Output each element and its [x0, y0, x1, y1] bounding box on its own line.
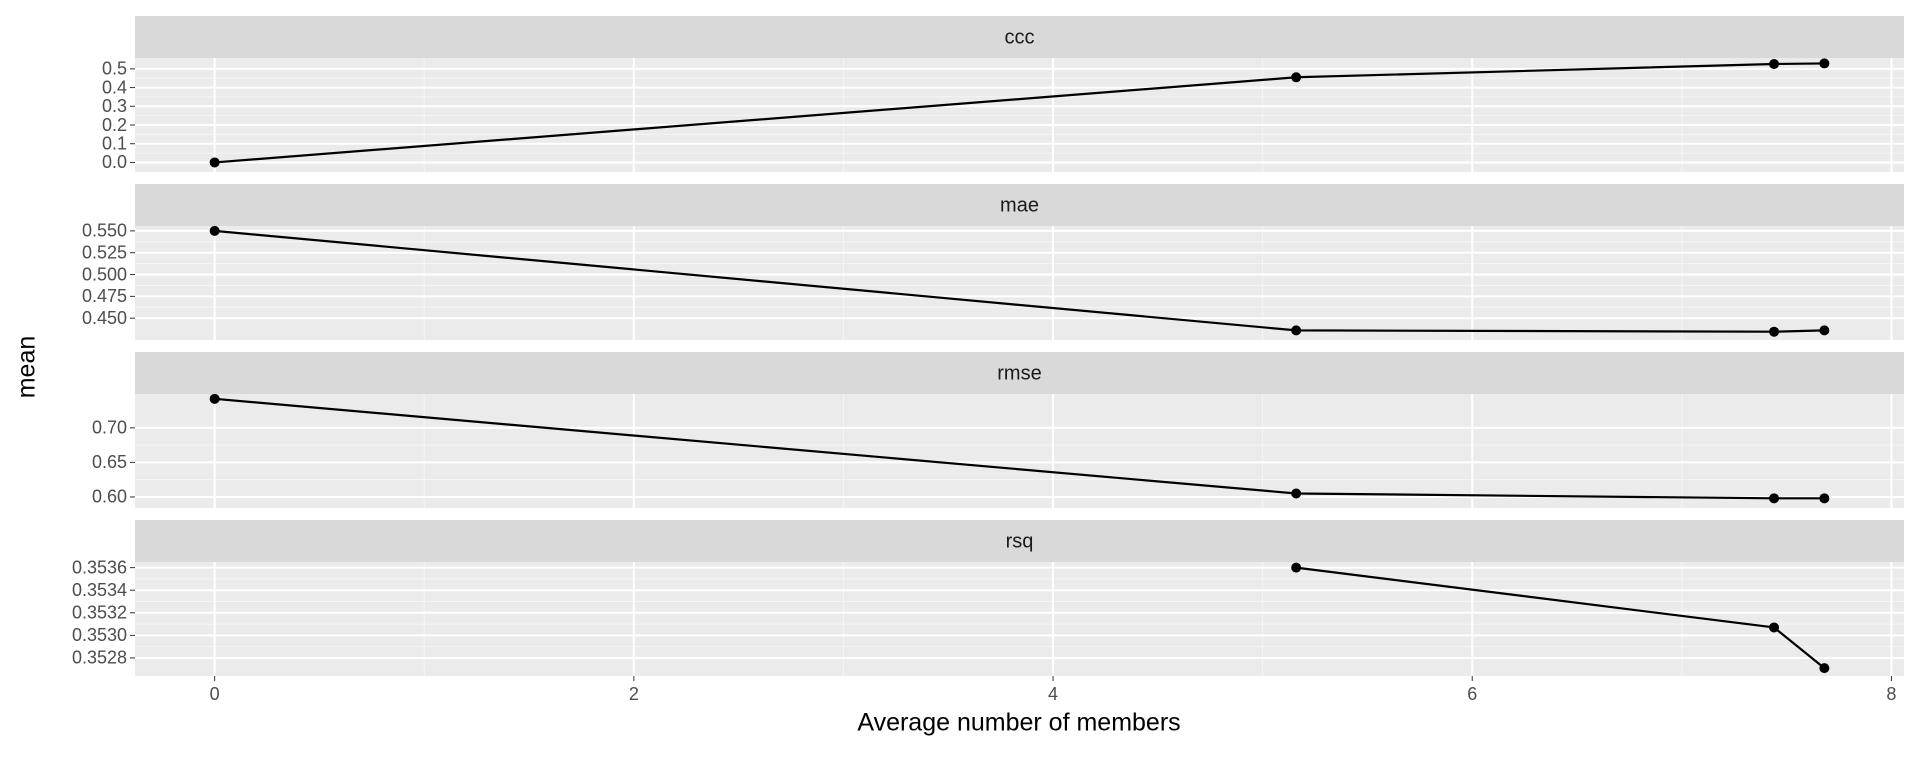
data-point	[209, 157, 220, 168]
series-line	[214, 62, 1825, 164]
panel-background	[135, 394, 1904, 508]
y-tick-label: 0.65	[92, 452, 127, 472]
strip	[135, 352, 1904, 394]
data-point	[1291, 72, 1302, 83]
series-line	[214, 397, 1825, 500]
strip	[135, 520, 1904, 562]
y-tick-label: 0.3536	[72, 557, 127, 577]
x-tick-label: 4	[1048, 684, 1058, 704]
y-tick-label: 0.3534	[72, 580, 127, 600]
panel-background	[135, 226, 1904, 340]
data-point	[1769, 493, 1780, 504]
y-tick-label: 0.475	[82, 286, 127, 306]
x-axis-label: Average number of members	[857, 709, 1180, 737]
data-point	[1819, 325, 1830, 336]
data-point	[209, 393, 220, 404]
y-tick-label: 0.3532	[72, 603, 127, 623]
strip-label: rsq	[1006, 530, 1034, 552]
x-tick-label: 6	[1467, 684, 1477, 704]
strip-label: mae	[1000, 194, 1039, 216]
y-tick-label: 0.70	[92, 418, 127, 438]
data-point	[1291, 325, 1302, 336]
data-point	[1819, 58, 1830, 69]
y-tick-label: 0.500	[82, 264, 127, 284]
data-point	[1819, 493, 1830, 504]
y-tick-label: 0.3	[102, 96, 127, 116]
x-tick-label: 8	[1886, 684, 1896, 704]
y-tick-label: 0.450	[82, 308, 127, 328]
data-point	[1769, 326, 1780, 337]
data-point	[1291, 488, 1302, 499]
data-point	[1769, 622, 1780, 633]
x-tick-label: 0	[210, 684, 220, 704]
y-tick-label: 0.60	[92, 487, 127, 507]
y-tick-label: 0.5	[102, 59, 127, 79]
y-tick-label: 0.0	[102, 152, 127, 172]
y-tick-label: 0.550	[82, 221, 127, 241]
data-point	[209, 225, 220, 236]
data-point	[1291, 562, 1302, 573]
y-tick-label: 0.1	[102, 133, 127, 153]
y-axis-label: mean	[13, 336, 41, 399]
data-point	[1819, 663, 1830, 674]
strip-label: rmse	[997, 362, 1041, 384]
strip-label: ccc	[1005, 26, 1035, 48]
y-tick-label: 0.4	[102, 77, 127, 97]
y-tick-label: 0.3530	[72, 625, 127, 645]
y-tick-label: 0.3528	[72, 648, 127, 668]
series-line	[214, 229, 1825, 333]
y-tick-label: 0.525	[82, 242, 127, 262]
data-point	[1769, 58, 1780, 69]
strip	[135, 184, 1904, 226]
x-tick-label: 2	[629, 684, 639, 704]
panel-background	[135, 58, 1904, 172]
strip	[135, 16, 1904, 58]
y-tick-label: 0.2	[102, 115, 127, 135]
